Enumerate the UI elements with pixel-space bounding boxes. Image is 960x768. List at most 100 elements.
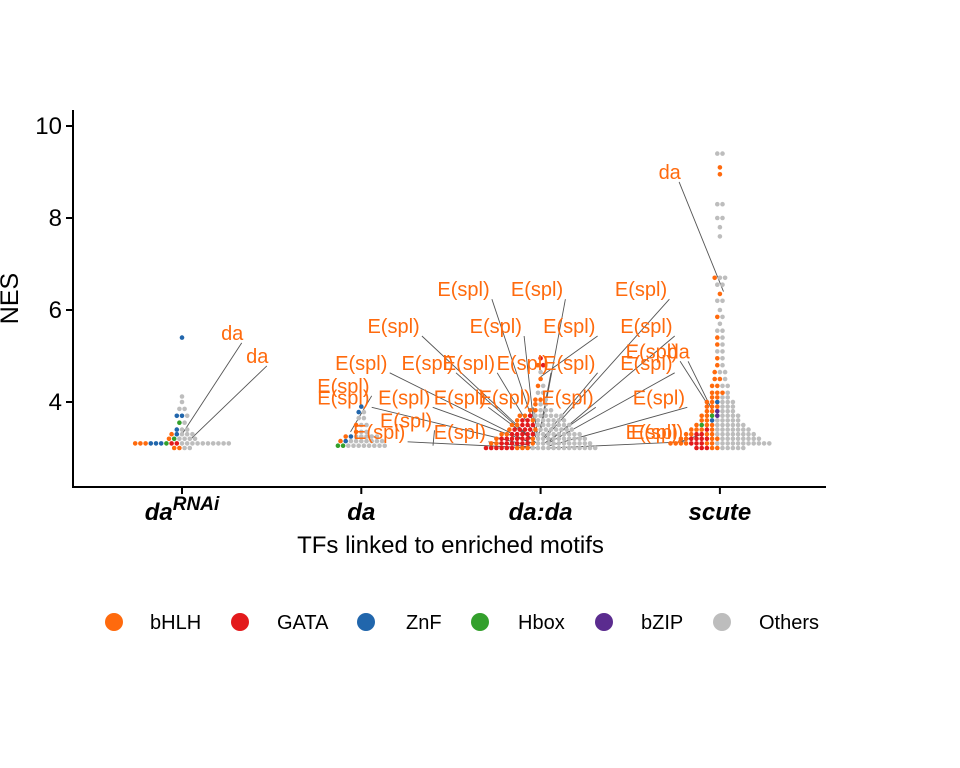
data-point [720,383,725,389]
data-point [546,445,551,451]
data-point [210,441,216,446]
data-point [538,413,543,419]
data-point [720,408,725,414]
data-point [520,445,525,451]
data-point [582,441,588,446]
data-point [735,427,741,432]
data-point [725,390,730,396]
data-point [556,431,562,437]
data-point [509,441,515,446]
legend: bHLH GATA ZnF Hbox bZIP Others [105,612,819,634]
data-point [535,418,541,423]
data-point [535,383,541,389]
data-point [730,422,736,428]
data-point [179,335,185,340]
data-point [556,418,562,423]
data-point [182,436,187,442]
y-tick-label: 8 [49,205,62,232]
data-point [379,438,385,444]
data-point [715,431,720,437]
data-point [520,436,525,442]
annotation-leader-line [389,372,532,444]
data-point [348,434,354,439]
data-point [715,390,720,396]
annotation-label: E(spl) [543,353,595,375]
data-point [553,413,559,419]
data-point [715,282,720,288]
data-point [540,422,546,428]
legend-swatch [471,613,489,631]
data-point [699,445,704,451]
data-point [720,395,725,400]
data-point [730,441,736,446]
data-point [546,436,551,442]
data-point [543,413,549,419]
data-point [725,436,730,442]
data-point [174,431,180,437]
data-point [364,429,369,435]
data-point [504,445,510,451]
data-point [709,422,715,428]
data-point [340,443,346,449]
data-point [535,422,541,428]
data-point [715,399,720,405]
data-point [351,443,356,449]
data-point [746,441,751,446]
data-point [546,418,551,423]
data-point [735,441,741,446]
data-point [533,427,538,432]
data-point [767,441,772,446]
data-point [699,431,704,437]
x-tick-label: scute [689,499,752,526]
data-point [715,201,720,207]
data-point [538,408,543,413]
annotation-leader-line [540,335,598,378]
annotation-label: da [221,323,244,345]
data-point [689,427,694,432]
data-point [507,427,512,432]
data-point [551,445,556,451]
data-point [546,441,551,446]
data-point [712,369,717,375]
data-point [556,436,562,442]
data-point [514,436,520,442]
data-point [356,409,362,415]
data-point [689,436,694,442]
data-point [184,427,190,432]
data-point [182,406,187,412]
data-point [533,402,538,407]
data-point [514,445,520,451]
data-point [717,376,723,382]
data-point [494,445,499,451]
data-point [184,431,190,437]
data-point [566,431,572,437]
annotation-label: E(spl) [620,353,672,375]
data-point [587,441,593,446]
data-point [195,441,200,446]
data-point [520,422,525,428]
data-point [525,441,530,446]
data-point [735,431,741,437]
annotation-label: E(spl) [633,387,685,409]
data-point [353,429,359,435]
annotation-label: E(spl) [615,279,667,301]
annotation-label: E(spl) [434,387,486,409]
data-point [546,422,551,428]
data-point [556,441,562,446]
data-point [715,362,720,368]
data-point [709,431,715,437]
data-point [364,422,369,428]
data-point [709,436,715,442]
annotation-label: E(spl) [378,387,430,409]
data-point [343,434,349,439]
data-point [746,431,751,437]
data-point [720,335,725,340]
data-point [715,342,720,347]
y-ticks: 4 6 8 10 [35,113,73,416]
data-point [730,408,736,414]
data-point [720,441,725,446]
data-point [520,418,525,423]
data-point [730,399,736,405]
annotation-label: E(spl) [620,316,672,338]
